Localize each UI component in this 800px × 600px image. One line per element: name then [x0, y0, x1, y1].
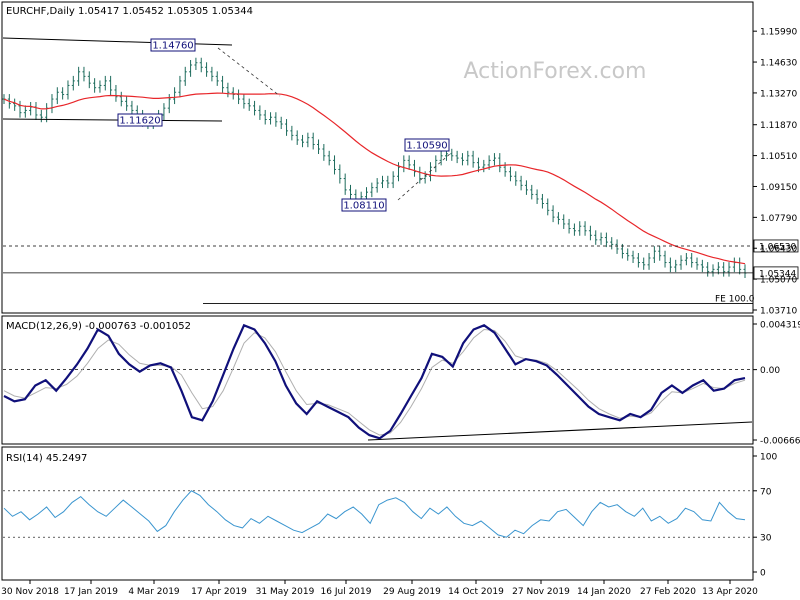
x-axis-label: 31 May 2019 — [256, 587, 315, 597]
price-title: EURCHF,Daily 1.05417 1.05452 1.05305 1.0… — [6, 6, 253, 17]
price-axis-label: 1.07790 — [760, 214, 797, 224]
x-axis-label: 17 Jan 2019 — [64, 587, 118, 597]
price-axis-label: 1.13270 — [760, 89, 797, 99]
x-axis-label: 14 Jan 2020 — [577, 587, 631, 597]
price-axis-label: 1.11870 — [760, 121, 797, 131]
level-tag — [753, 266, 799, 280]
rsi-axis-label: 70 — [760, 487, 772, 497]
level-callout — [404, 138, 450, 152]
macd-axis-label: -0.006663 — [760, 437, 800, 447]
rsi-axis-label: 30 — [760, 534, 772, 544]
macd-trendline — [367, 421, 753, 441]
price-panel — [1, 1, 754, 314]
x-axis-label: 13 Apr 2020 — [702, 587, 758, 597]
x-axis-label: 17 Apr 2019 — [191, 587, 247, 597]
macd-signal-line — [3, 328, 746, 436]
rsi-axis-label: 100 — [760, 453, 777, 463]
macd-line — [3, 323, 746, 440]
level-tag-label: 1.05344 — [759, 269, 796, 279]
rsi-axis-label: 0 — [760, 569, 766, 579]
macd-panel — [1, 315, 754, 445]
x-axis-label: 16 Jul 2019 — [321, 587, 372, 597]
macd-axis-label: 0.00 — [760, 366, 780, 376]
x-axis-label: 27 Feb 2020 — [640, 587, 696, 597]
price-axis-label: 1.10510 — [760, 152, 797, 162]
fe-label: FE 100.0 — [715, 294, 755, 304]
rsi-title: RSI(14) 45.2497 — [6, 453, 87, 464]
x-axis-label: 14 Oct 2019 — [448, 587, 504, 597]
price-axis-label: 1.14630 — [760, 59, 797, 69]
level-callout-label: 1.10590 — [406, 141, 447, 152]
level-callout — [117, 113, 163, 127]
fib-connector — [397, 151, 453, 201]
price-axis-label: 1.03710 — [760, 307, 797, 317]
level-callout-label: 1.11620 — [119, 116, 160, 127]
x-axis-label: 29 Aug 2019 — [383, 587, 441, 597]
level-callout — [150, 38, 196, 52]
macd-axis-label: 0.004319 — [760, 321, 800, 331]
moving-average-line — [3, 92, 746, 265]
price-axis-label: 1.15990 — [760, 28, 797, 38]
macd-title: MACD(12,26,9) -0.000763 -0.001052 — [6, 321, 191, 332]
x-axis-label: 4 Mar 2019 — [128, 587, 180, 597]
level-tag — [753, 239, 799, 253]
x-axis-label: 30 Nov 2018 — [1, 587, 59, 597]
fib-connector — [217, 47, 281, 97]
watermark: ActionForex.com — [464, 59, 647, 84]
price-axis-label: 1.06430 — [760, 245, 797, 255]
price-axis-label: 1.09150 — [760, 183, 797, 193]
level-callout — [341, 198, 387, 212]
level-tag-label: 1.06530 — [759, 242, 796, 252]
level-callout-label: 1.08110 — [343, 201, 384, 212]
rsi-panel — [1, 446, 754, 581]
x-axis-label: 27 Nov 2019 — [512, 587, 570, 597]
rsi-line — [3, 490, 746, 538]
price-axis-label: 1.05070 — [760, 276, 797, 286]
channel-bottom-line — [2, 118, 223, 122]
level-callout-label: 1.14760 — [152, 41, 193, 52]
